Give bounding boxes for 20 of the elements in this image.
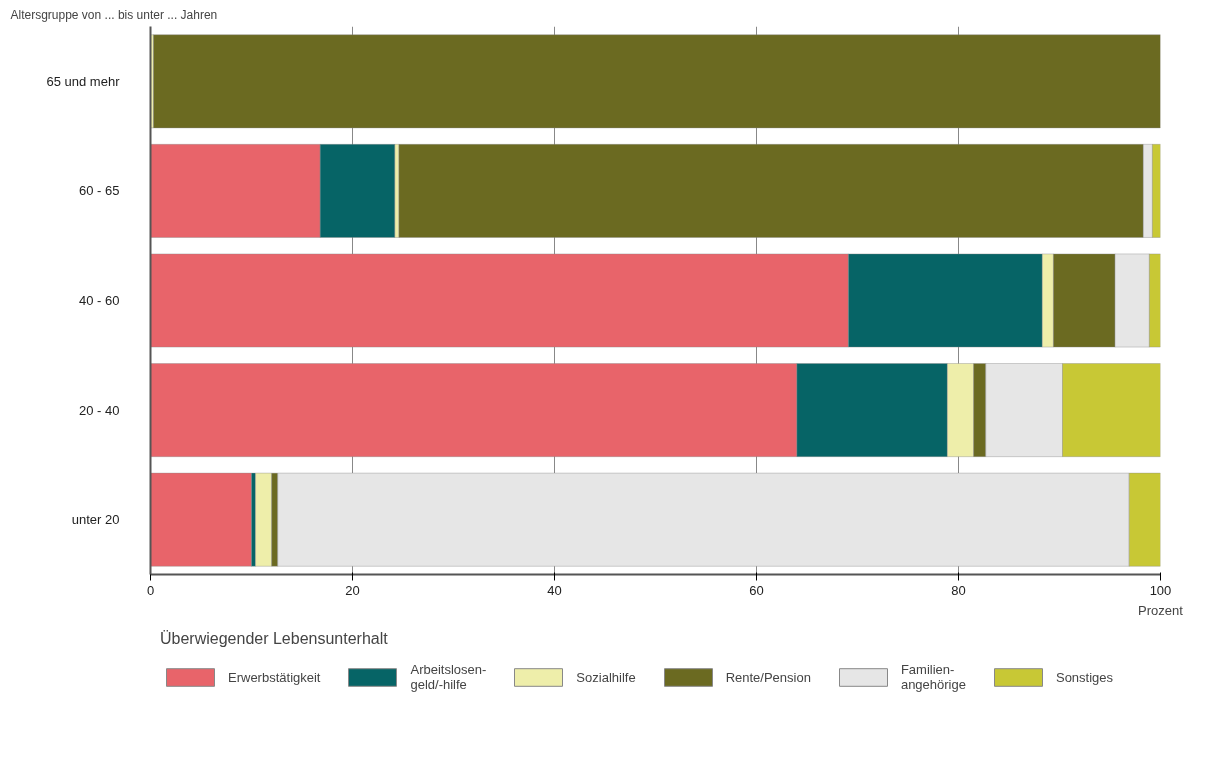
legend-label: Familien- angehörige — [900, 662, 966, 692]
legend-title: Überwiegender Lebensunterhalt — [160, 630, 389, 648]
legend-label: Sonstiges — [1055, 669, 1114, 685]
x-tick-label: 100 — [1149, 582, 1172, 598]
y-axis-title: Altersgruppe von ... bis unter ... Jahren — [10, 7, 218, 22]
legend-label: Erwerbstätigkeit — [228, 669, 321, 685]
legend-label: Sozialhilfe — [576, 669, 636, 685]
x-tick-label: 40 — [547, 582, 562, 598]
y-tick-label: 20 - 40 — [79, 402, 120, 418]
y-tick-label: 40 - 60 — [79, 293, 120, 308]
x-tick-label: 80 — [951, 582, 966, 598]
x-tick-label: 60 — [749, 582, 764, 598]
x-tick-label: 0 — [146, 582, 155, 598]
x-tick-label: 20 — [345, 582, 360, 598]
y-tick-label: unter 20 — [71, 512, 120, 528]
legend-label: Arbeitslosen- geld/-hilfe — [410, 662, 487, 692]
x-axis-title: Prozent — [1138, 602, 1184, 618]
y-tick-label: 60 - 65 — [79, 183, 120, 199]
y-tick-label: 65 und mehr — [46, 73, 121, 89]
legend-label: Rente/Pension — [725, 669, 811, 685]
